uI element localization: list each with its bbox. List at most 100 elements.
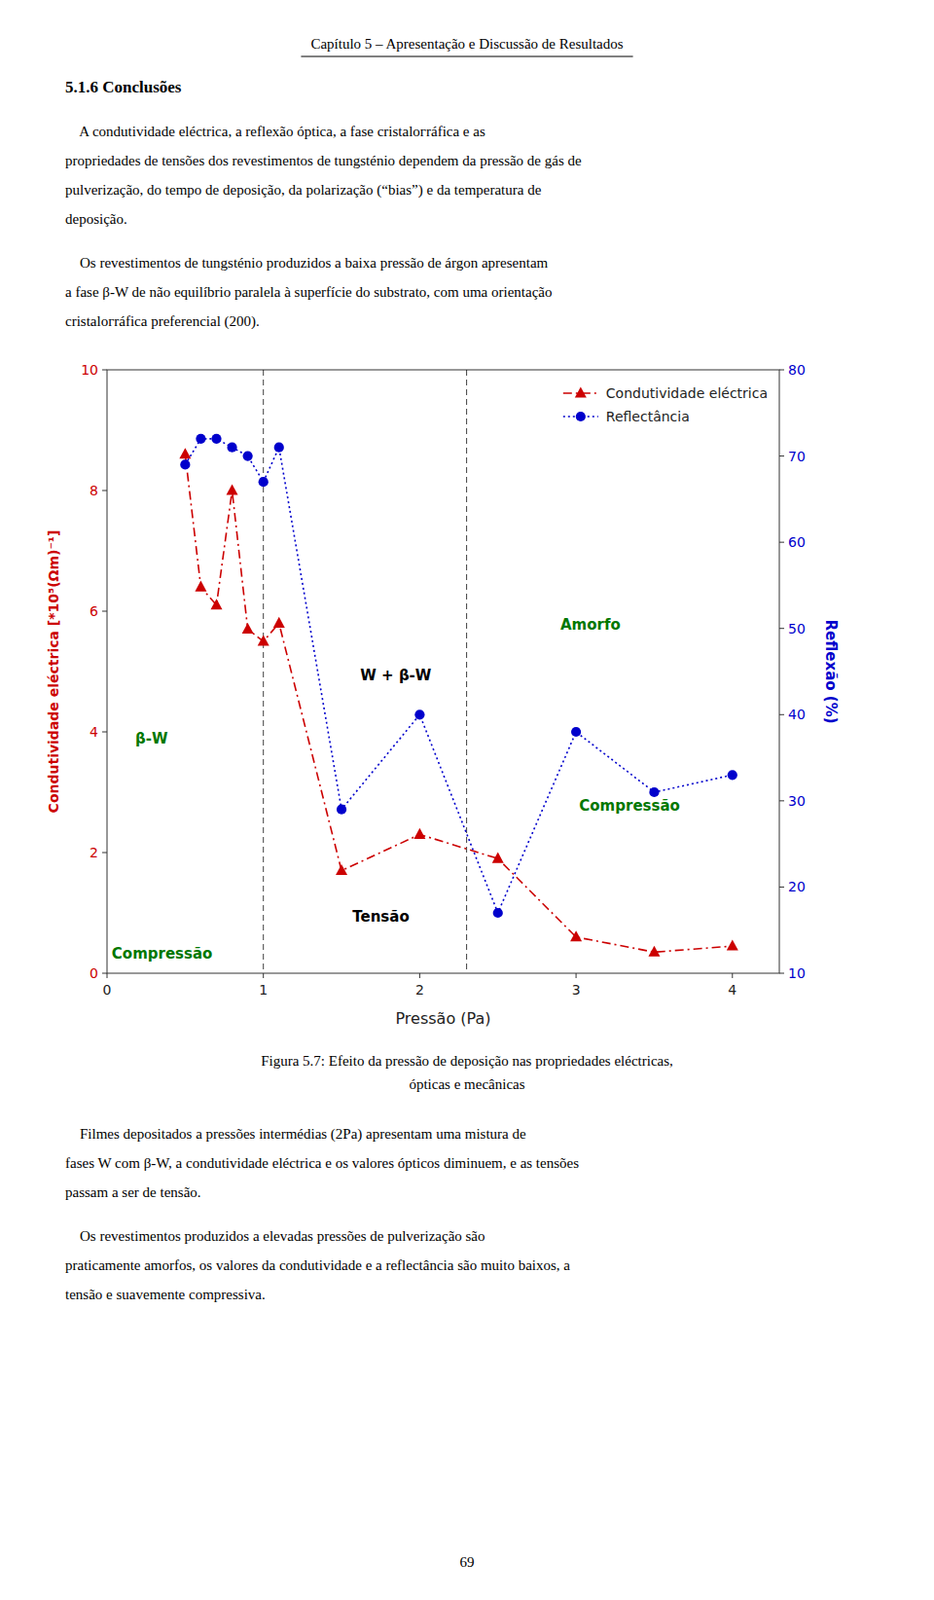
marker-circle (571, 726, 581, 737)
x-tick-label: 4 (727, 981, 737, 998)
page-number: 69 (460, 1553, 475, 1570)
series-line (184, 454, 732, 953)
y-tick-label: 4 (89, 723, 99, 740)
annotation: Tensão (352, 907, 409, 926)
page: Capítulo 5 – Apresentação e Discussão de… (0, 0, 934, 1600)
y2-tick-label: 70 (788, 448, 806, 465)
marker-triangle (726, 939, 739, 951)
marker-circle (493, 907, 503, 918)
y-tick-label: 8 (89, 482, 99, 499)
marker-circle (336, 804, 347, 815)
x-tick-label: 3 (572, 981, 581, 998)
x-tick (262, 972, 264, 978)
x-tick (419, 972, 421, 978)
chart: 0123402468101020304050607080Pressão (Pa)… (45, 361, 840, 1028)
paragraph-line: passam a ser de tensão. (65, 1184, 202, 1200)
y2-tick-label: 20 (788, 878, 806, 895)
x-axis-label: Pressão (Pa) (395, 1008, 491, 1028)
paragraph-line: Os revestimentos de tungsténio produzido… (65, 254, 549, 271)
annotation: Compressão (111, 944, 214, 963)
y2-tick (779, 714, 785, 716)
y-axis-label: Condutividade eléctrica [*10⁵(Ωm)⁻¹] (45, 530, 62, 814)
plot-area (179, 369, 738, 973)
y-tick (102, 852, 108, 854)
marker-circle (226, 442, 237, 453)
header-underline (300, 56, 633, 58)
y-tick-label: 10 (80, 361, 99, 378)
y2-tick (779, 627, 785, 629)
x-tick (731, 972, 733, 978)
y-tick (102, 972, 108, 974)
paragraph-line: a fase β-W de não equilíbrio paralela à … (65, 284, 553, 300)
legend: Condutividade eléctrica Reflectância (563, 385, 768, 425)
marker-triangle (492, 852, 504, 863)
x-tick (107, 972, 108, 978)
marker-circle (648, 787, 659, 797)
y-tick (102, 610, 108, 612)
section-heading: 5.1.6 Conclusões (65, 77, 182, 97)
marker-circle (211, 433, 221, 444)
annotation: W + β-W (359, 666, 432, 684)
y-tick-label: 2 (89, 844, 99, 861)
annotation: Compressão (578, 796, 681, 815)
marker-triangle (194, 580, 207, 592)
legend-label: Condutividade eléctrica (606, 385, 768, 401)
vertical-line (262, 369, 264, 973)
legend-label: Reflectância (606, 408, 690, 425)
x-tick-label: 2 (415, 981, 425, 998)
marker-circle (575, 411, 586, 422)
marker-circle (195, 433, 206, 444)
marker-circle (274, 442, 285, 453)
y2-tick (779, 455, 785, 457)
y-tick (102, 369, 108, 371)
y2-tick-label: 50 (788, 620, 806, 637)
marker-circle (243, 450, 253, 461)
paragraph-line: Filmes depositados a pressões intermédia… (65, 1125, 527, 1143)
y-tick-label: 6 (89, 603, 99, 619)
y2-tick (779, 886, 785, 888)
y2-tick-label: 40 (788, 706, 806, 722)
y2-tick-label: 60 (788, 534, 806, 550)
y2-tick (779, 799, 785, 801)
y2-tick-label: 80 (788, 361, 806, 378)
annotation: Amorfo (560, 615, 621, 634)
y-tick (102, 731, 108, 733)
y2-tick (779, 369, 785, 371)
x-tick-label: 1 (258, 981, 268, 998)
marker-triangle (210, 598, 222, 610)
marker-triangle (273, 616, 286, 628)
marker-circle (414, 709, 425, 719)
marker-triangle (226, 483, 239, 495)
marker-triangle (179, 447, 191, 459)
marker-circle (179, 459, 190, 469)
figure-caption: Figura 5.7: Efeito da pressão de deposiç… (260, 1052, 674, 1069)
paragraph-line: pulverização, do tempo de deposição, da … (65, 181, 542, 199)
y2-tick-label: 10 (788, 965, 806, 981)
marker-circle (258, 476, 269, 487)
paragraph-line: fases W com β-W, a condutividade eléctri… (65, 1154, 579, 1171)
header: Capítulo 5 – Apresentação e Discussão de… (310, 35, 623, 52)
y2-tick-label: 30 (788, 792, 806, 809)
marker-triangle (242, 622, 254, 634)
paragraph-line: tensão e suavemente compressiva. (65, 1286, 266, 1302)
paragraph-line: A condutividade eléctrica, a reflexão óp… (65, 123, 486, 140)
marker-triangle (257, 634, 270, 646)
marker-triangle (335, 863, 348, 875)
x-tick-label: 0 (103, 981, 112, 998)
paragraph-line: cristalогráfica preferencial (200). (65, 313, 260, 330)
x-tick (575, 972, 577, 978)
marker-triangle (570, 930, 582, 941)
paragraph-line: propriedades de tensões dos revestimento… (65, 152, 582, 169)
paragraph-line: praticamente amorfos, os valores da cond… (65, 1257, 571, 1273)
marker-triangle (413, 827, 426, 839)
y-tick-label: 0 (89, 965, 99, 981)
marker-triangle (574, 386, 587, 397)
annotation: β-W (135, 729, 169, 748)
marker-circle (727, 769, 738, 780)
marker-triangle (647, 945, 660, 957)
paragraph-line: deposição. (65, 211, 128, 227)
series-line (184, 438, 732, 913)
y2-axis-label: Reflexão (%) (822, 618, 840, 723)
y2-tick (779, 541, 785, 543)
figure-caption: ópticas e mecânicas (408, 1076, 525, 1092)
